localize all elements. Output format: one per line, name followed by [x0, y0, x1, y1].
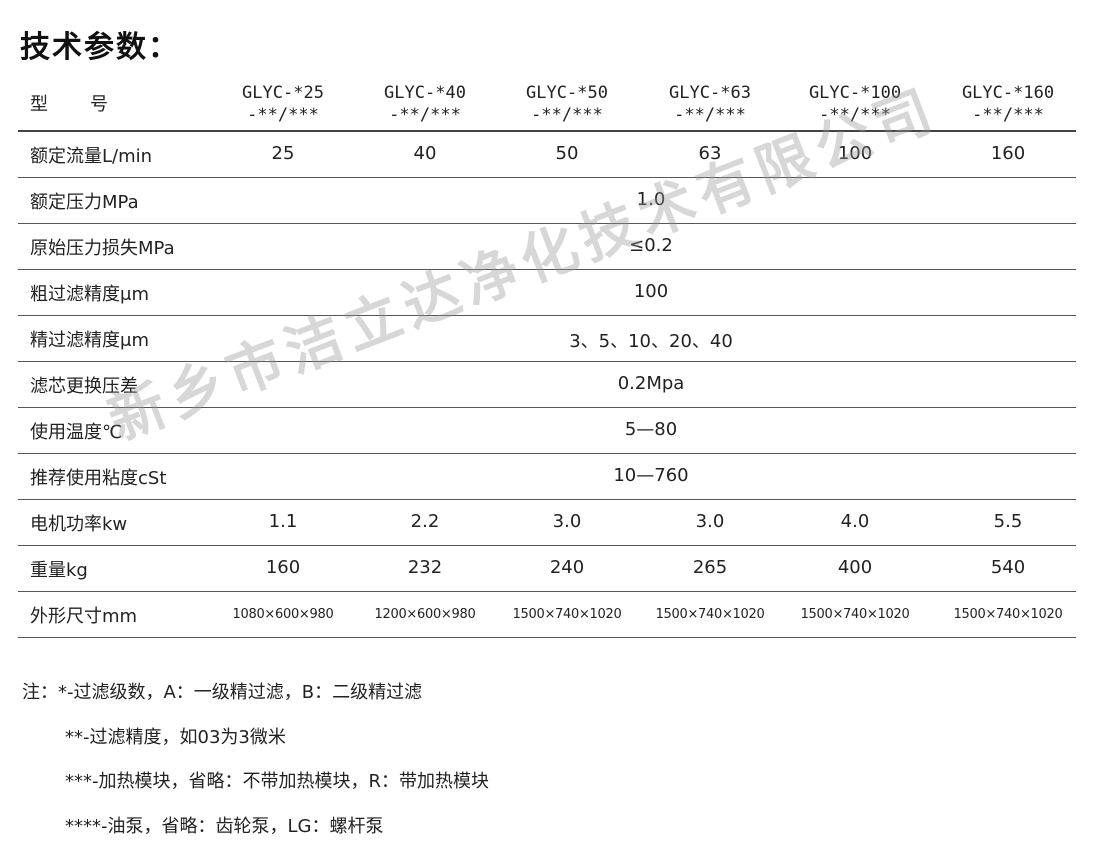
- table-cell: 265: [692, 557, 728, 578]
- page-title: 技术参数：: [20, 30, 180, 65]
- header-label: 型 号: [30, 94, 110, 115]
- notes: 注：*-过滤级数，A：一级精过滤，B：二级精过滤 **-过滤精度，如03为3微米 *…: [22, 678, 489, 856]
- note-line: ****-油泵，省略：齿轮泵，LG：螺杆泵: [65, 815, 384, 837]
- table-cell: 1500×740×1020: [800, 607, 910, 622]
- model-header: GLYC-*100 -**/***: [780, 82, 930, 126]
- model-name-line: GLYC-*25: [242, 83, 324, 103]
- table-row: 推荐使用粘度cSt 10—760: [18, 454, 1076, 500]
- table-cell-merged: 1.0: [636, 189, 666, 210]
- table-cell: 5.5: [993, 511, 1023, 532]
- row-label: 使用温度℃: [30, 422, 123, 443]
- row-label: 电机功率kw: [30, 514, 128, 535]
- model-header: GLYC-*160 -**/***: [933, 82, 1083, 126]
- table-cell-merged: 5—80: [624, 419, 678, 440]
- row-label: 粗过滤精度μm: [30, 284, 149, 305]
- row-label: 滤芯更换压差: [30, 376, 138, 397]
- note-line: 注：*-过滤级数，A：一级精过滤，B：二级精过滤: [22, 682, 423, 703]
- table-cell: 25: [271, 143, 295, 164]
- table-cell-merged: 0.2Mpa: [617, 373, 685, 394]
- table-cell-merged: 100: [633, 281, 669, 302]
- model-name-line: GLYC-*100: [808, 83, 902, 103]
- model-name-line: -**/***: [389, 105, 461, 125]
- row-label: 精过滤精度μm: [30, 330, 149, 351]
- row-label: 重量kg: [30, 560, 88, 581]
- model-name-line: -**/***: [819, 105, 891, 125]
- table-cell: 540: [990, 557, 1026, 578]
- model-name-line: GLYC-*160: [961, 83, 1055, 103]
- model-name-line: -**/***: [531, 105, 603, 125]
- table-row: 外形尺寸mm 1080×600×980 1200×600×980 1500×740×1…: [18, 592, 1076, 638]
- row-label: 推荐使用粘度cSt: [30, 468, 167, 489]
- table-cell: 3.0: [552, 511, 582, 532]
- table-cell: 1200×600×980: [374, 607, 476, 622]
- model-name-line: -**/***: [674, 105, 746, 125]
- table-cell: 2.2: [410, 511, 440, 532]
- table-cell: 240: [549, 557, 585, 578]
- table-row: 使用温度℃ 5—80: [18, 408, 1076, 454]
- row-label: 外形尺寸mm: [30, 606, 138, 627]
- model-name-line: GLYC-*40: [384, 83, 466, 103]
- table-cell: 63: [698, 143, 722, 164]
- table-cell-merged: ≤0.2: [629, 235, 673, 256]
- table-header-row: 型 号 GLYC-*25 -**/*** GLYC-*40 -**/*** GLYC-*…: [18, 80, 1076, 132]
- table-cell: 50: [555, 143, 579, 164]
- table-row: 滤芯更换压差 0.2Mpa: [18, 362, 1076, 408]
- table-cell: 160: [265, 557, 301, 578]
- model-name-line: GLYC-*50: [526, 83, 608, 103]
- model-name-line: GLYC-*63: [669, 83, 751, 103]
- table-row: 额定压力MPa 1.0: [18, 178, 1076, 224]
- table-cell: 1.1: [268, 511, 298, 532]
- table-row: 电机功率kw 1.1 2.2 3.0 3.0 4.0 5.5: [18, 500, 1076, 546]
- table-cell: 1500×740×1020: [953, 607, 1063, 622]
- row-label: 原始压力损失MPa: [30, 238, 175, 259]
- table-row: 原始压力损失MPa ≤0.2: [18, 224, 1076, 270]
- spec-table: 型 号 GLYC-*25 -**/*** GLYC-*40 -**/*** GLYC-*…: [18, 80, 1076, 638]
- table-row: 精过滤精度μm 3、5、10、20、40: [18, 316, 1076, 362]
- table-row: 粗过滤精度μm 100: [18, 270, 1076, 316]
- table-cell: 40: [413, 143, 437, 164]
- note-line: **-过滤精度，如03为3微米: [65, 726, 286, 748]
- table-cell-merged: 10—760: [613, 465, 689, 486]
- table-cell: 3.0: [695, 511, 725, 532]
- table-cell: 100: [837, 143, 873, 164]
- table-row: 额定流量L/min 25 40 50 63 100 160: [18, 132, 1076, 178]
- model-name-line: -**/***: [247, 105, 319, 125]
- table-cell: 4.0: [840, 511, 870, 532]
- note-line: ***-加热模块，省略：不带加热模块，R：带加热模块: [65, 771, 489, 792]
- table-row: 重量kg 160 232 240 265 400 540: [18, 546, 1076, 592]
- table-cell: 232: [407, 557, 443, 578]
- table-cell-merged: 3、5、10、20、40: [569, 331, 733, 352]
- table-cell: 400: [837, 557, 873, 578]
- model-header: GLYC-*40 -**/***: [350, 82, 500, 126]
- table-cell: 1080×600×980: [232, 607, 334, 622]
- table-cell: 1500×740×1020: [655, 607, 765, 622]
- table-cell: 1500×740×1020: [512, 607, 622, 622]
- model-name-line: -**/***: [972, 105, 1044, 125]
- model-header: GLYC-*25 -**/***: [208, 82, 358, 126]
- table-cell: 160: [990, 143, 1026, 164]
- row-label: 额定压力MPa: [30, 192, 139, 213]
- model-header: GLYC-*63 -**/***: [635, 82, 785, 126]
- row-label: 额定流量L/min: [30, 146, 153, 167]
- model-header: GLYC-*50 -**/***: [492, 82, 642, 126]
